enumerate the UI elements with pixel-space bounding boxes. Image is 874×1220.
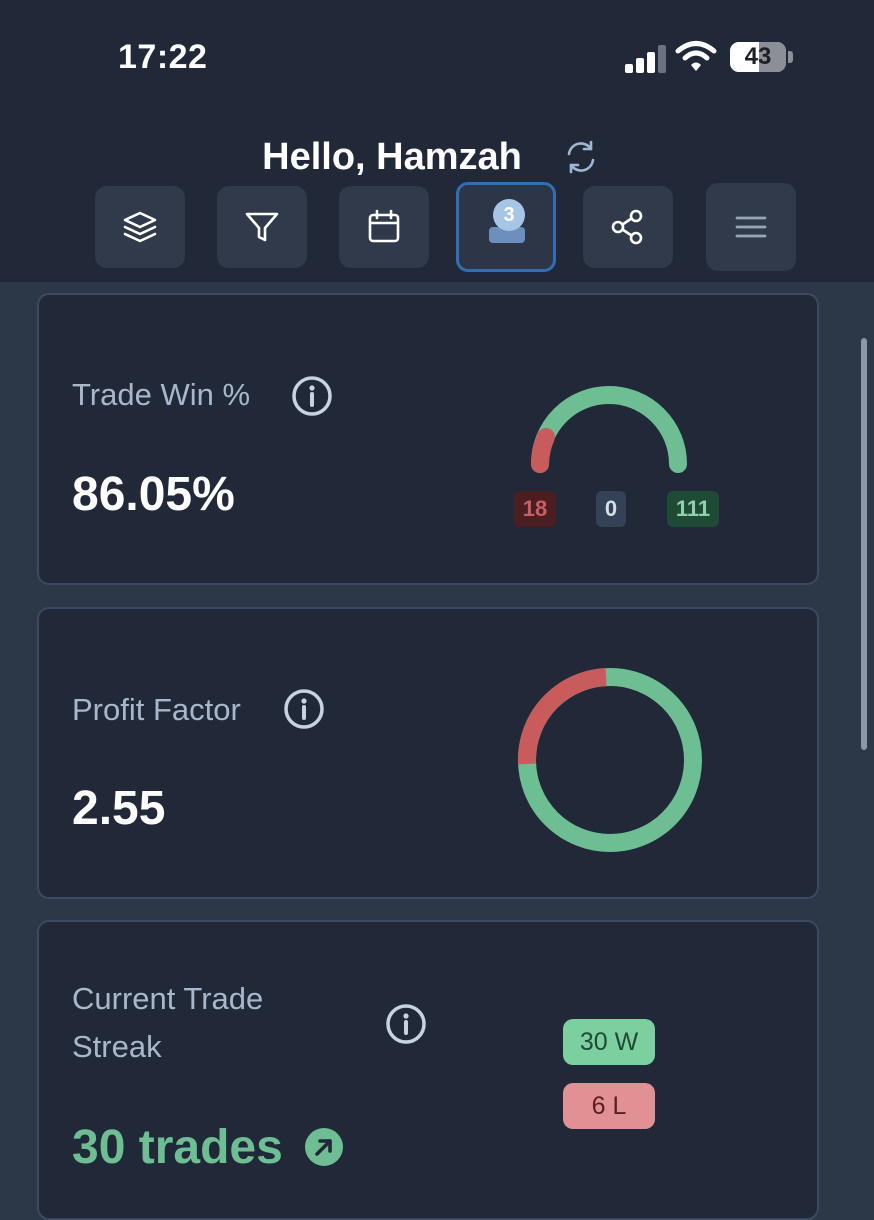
cellular-signal-icon [625,45,669,73]
trade-streak-label: Current Trade Streak [72,981,264,1064]
calendar-button[interactable] [339,186,429,268]
scrollbar[interactable] [861,338,867,750]
trade-win-label: Trade Win % [72,377,251,412]
calendar-icon [368,209,400,243]
wins-count-badge: 111 [667,491,719,527]
filter-button[interactable] [217,186,307,268]
loss-streak-badge: 6 L [563,1083,655,1129]
profit-factor-label: Profit Factor [72,692,241,727]
trade-win-value: 86.05% [72,468,235,521]
filter-icon [245,212,279,242]
menu-button[interactable] [706,183,796,271]
win-streak-badge: 30 W [563,1019,655,1065]
notification-badge: 3 [493,199,525,231]
accounts-button[interactable]: 3 [456,182,556,272]
info-icon[interactable] [291,375,333,417]
app-header: 17:22 43 Hello, Hamzah [0,0,874,282]
accounts-icon [489,227,525,243]
trade-streak-card: Current Trade Streak 30 trades 30 W 6 L [37,920,819,1220]
donut-gross-loss-arc [517,668,607,765]
trend-up-icon [305,1128,343,1166]
layers-button[interactable] [95,186,185,268]
breakeven-count-badge: 0 [596,491,626,527]
profit-factor-card: Profit Factor 2.55 [37,607,819,899]
battery-tip [788,51,793,63]
battery-level: 43 [744,43,772,70]
profit-factor-donut [517,668,702,852]
profit-factor-value: 2.55 [72,782,166,835]
win-gauge [531,386,687,473]
gauge-wins-arc [531,386,687,473]
trade-win-card: Trade Win % 86.05% 18 0 111 [37,293,819,585]
menu-icon [735,216,767,238]
share-button[interactable] [583,186,673,268]
layers-icon [123,211,157,243]
wifi-icon [675,41,717,71]
greeting-title: Hello, Hamzah [262,136,522,178]
share-icon [611,209,643,245]
refresh-icon[interactable] [562,138,600,176]
trade-streak-value: 30 trades [72,1121,283,1174]
gauge-losses-arc [531,428,555,473]
info-icon[interactable] [283,688,325,730]
status-time: 17:22 [118,38,208,76]
losses-count-badge: 18 [514,491,556,527]
info-icon[interactable] [385,1003,427,1045]
battery-icon: 43 [730,42,786,72]
